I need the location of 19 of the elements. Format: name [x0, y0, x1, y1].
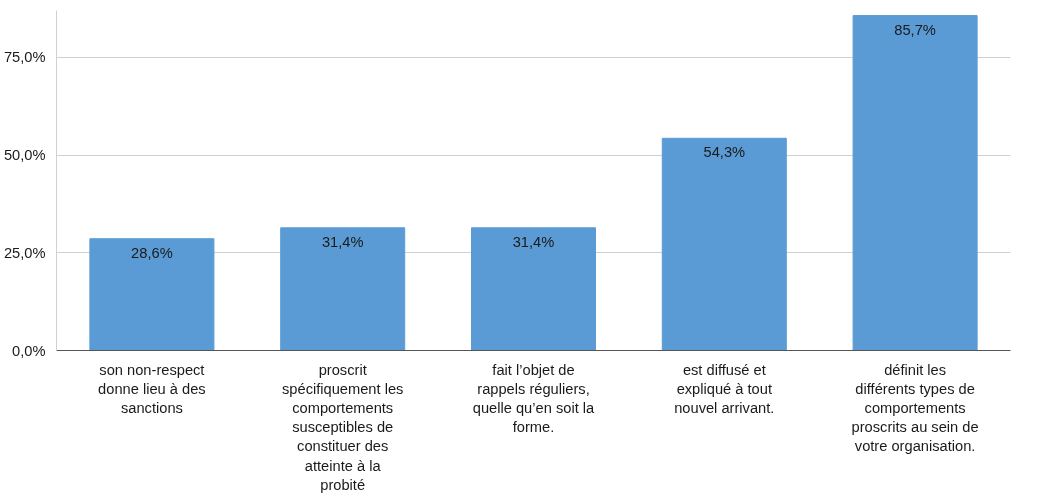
- x-tick-label: proscrit spécifiquement les comportements susceptibles de constituer des atteinte à la probité: [282, 361, 404, 493]
- data-label: 28,6%: [131, 244, 173, 261]
- y-tick-label: 25,0%: [3, 244, 46, 261]
- bar: [470, 227, 597, 351]
- data-label: 85,7%: [894, 21, 936, 38]
- x-tick-label: fait l’objet de rappels réguliers, quelle qu’en soit la forme.: [472, 361, 596, 436]
- bar: [852, 15, 978, 351]
- y-tick-label: 50,0%: [3, 147, 46, 164]
- bar: [89, 238, 215, 351]
- data-label: 31,4%: [321, 233, 364, 250]
- x-tick-label: définit les différents types de comportements proscrits au sein de votre organisation.: [851, 361, 979, 455]
- x-tick-label: est diffusé et expliqué à tout nouvel arrivant.: [674, 361, 775, 416]
- bar: [280, 227, 406, 351]
- x-tick-label: son non-respect donne lieu à des sanctions: [98, 361, 206, 416]
- data-label: 31,4%: [512, 233, 555, 250]
- bar: [661, 137, 787, 351]
- data-label: 54,3%: [703, 144, 746, 161]
- y-tick-label: 0,0%: [12, 342, 46, 359]
- y-tick-label: 75,0%: [3, 49, 46, 66]
